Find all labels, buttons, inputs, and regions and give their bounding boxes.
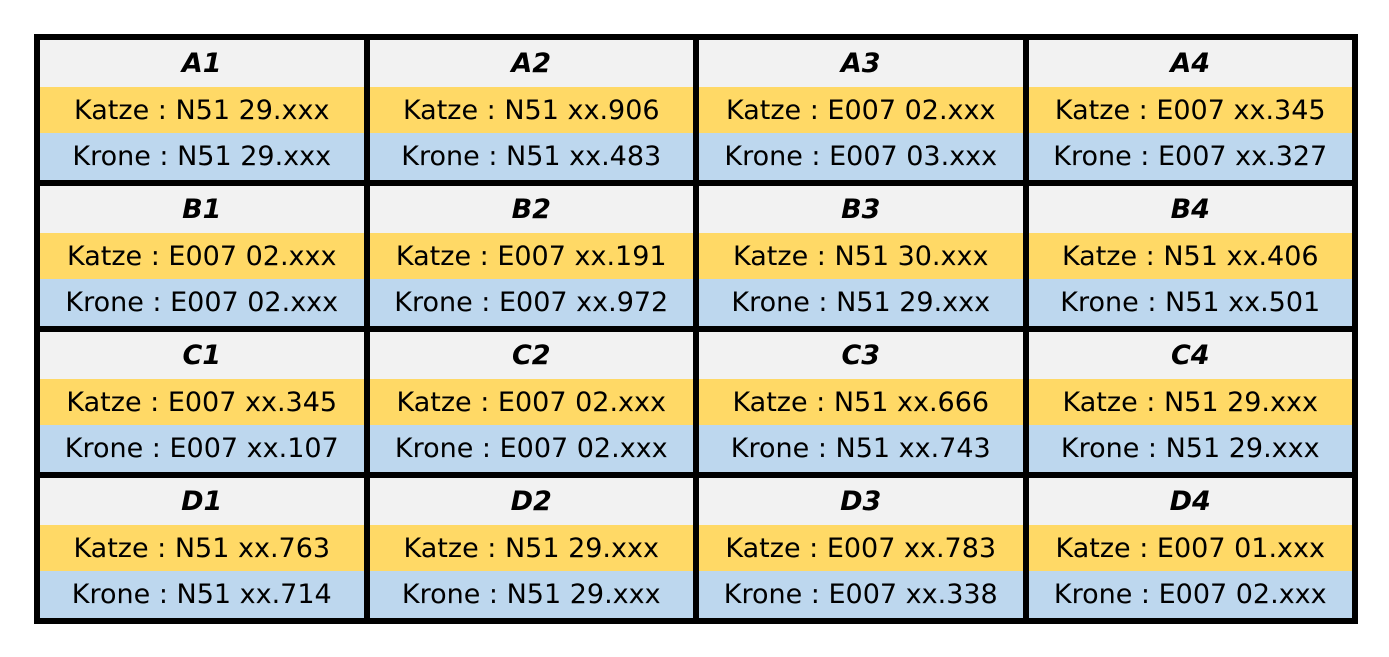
cell-title: C2	[369, 332, 693, 379]
katze-coordinate: Katze : N51 xx.906	[369, 86, 693, 134]
cell-title: D4	[1028, 478, 1352, 525]
cell-b2: B2 Katze : E007 xx.191 Krone : E007 xx.9…	[369, 186, 693, 326]
katze-coordinate: Katze : N51 29.xxx	[1028, 378, 1352, 426]
cell-title: C3	[699, 332, 1023, 379]
cell-title: A1	[40, 40, 364, 87]
cell-title: B3	[699, 186, 1023, 233]
katze-coordinate: Katze : N51 xx.666	[699, 378, 1023, 426]
cell-b4: B4 Katze : N51 xx.406 Krone : N51 xx.501	[1028, 186, 1352, 326]
cell-title: A4	[1028, 40, 1352, 87]
coordinate-table: A1 Katze : N51 29.xxx Krone : N51 29.xxx…	[34, 34, 1358, 624]
katze-coordinate: Katze : E007 02.xxx	[40, 232, 364, 280]
cell-d3: D3 Katze : E007 xx.783 Krone : E007 xx.3…	[699, 478, 1023, 618]
krone-coordinate: Krone : E007 02.xxx	[40, 279, 364, 326]
katze-coordinate: Katze : E007 xx.191	[369, 232, 693, 280]
katze-coordinate: Katze : N51 29.xxx	[40, 86, 364, 134]
krone-coordinate: Krone : E007 xx.338	[699, 571, 1023, 618]
cell-c4: C4 Katze : N51 29.xxx Krone : N51 29.xxx	[1028, 332, 1352, 472]
cell-d2: D2 Katze : N51 29.xxx Krone : N51 29.xxx	[369, 478, 693, 618]
krone-coordinate: Krone : N51 29.xxx	[1028, 425, 1352, 472]
cell-a4: A4 Katze : E007 xx.345 Krone : E007 xx.3…	[1028, 40, 1352, 180]
cell-title: D2	[369, 478, 693, 525]
cell-c2: C2 Katze : E007 02.xxx Krone : E007 02.x…	[369, 332, 693, 472]
cell-a3: A3 Katze : E007 02.xxx Krone : E007 03.x…	[699, 40, 1023, 180]
coordinate-grid: A1 Katze : N51 29.xxx Krone : N51 29.xxx…	[40, 40, 1352, 618]
katze-coordinate: Katze : E007 02.xxx	[369, 378, 693, 426]
cell-title: C4	[1028, 332, 1352, 379]
krone-coordinate: Krone : N51 29.xxx	[699, 279, 1023, 326]
katze-coordinate: Katze : N51 30.xxx	[699, 232, 1023, 280]
katze-coordinate: Katze : E007 xx.783	[699, 524, 1023, 572]
cell-title: B4	[1028, 186, 1352, 233]
katze-coordinate: Katze : E007 01.xxx	[1028, 524, 1352, 572]
cell-title: D3	[699, 478, 1023, 525]
katze-coordinate: Katze : E007 xx.345	[40, 378, 364, 426]
krone-coordinate: Krone : N51 xx.714	[40, 571, 364, 618]
krone-coordinate: Krone : E007 02.xxx	[1028, 571, 1352, 618]
krone-coordinate: Krone : N51 xx.483	[369, 133, 693, 180]
cell-d1: D1 Katze : N51 xx.763 Krone : N51 xx.714	[40, 478, 364, 618]
cell-d4: D4 Katze : E007 01.xxx Krone : E007 02.x…	[1028, 478, 1352, 618]
krone-coordinate: Krone : E007 02.xxx	[369, 425, 693, 472]
cell-title: B2	[369, 186, 693, 233]
krone-coordinate: Krone : E007 xx.972	[369, 279, 693, 326]
krone-coordinate: Krone : N51 29.xxx	[40, 133, 364, 180]
katze-coordinate: Katze : E007 02.xxx	[699, 86, 1023, 134]
krone-coordinate: Krone : N51 29.xxx	[369, 571, 693, 618]
cell-title: A3	[699, 40, 1023, 87]
krone-coordinate: Krone : E007 03.xxx	[699, 133, 1023, 180]
katze-coordinate: Katze : N51 xx.406	[1028, 232, 1352, 280]
cell-title: B1	[40, 186, 364, 233]
krone-coordinate: Krone : E007 xx.327	[1028, 133, 1352, 180]
cell-c3: C3 Katze : N51 xx.666 Krone : N51 xx.743	[699, 332, 1023, 472]
cell-a2: A2 Katze : N51 xx.906 Krone : N51 xx.483	[369, 40, 693, 180]
cell-title: D1	[40, 478, 364, 525]
cell-title: C1	[40, 332, 364, 379]
krone-coordinate: Krone : N51 xx.743	[699, 425, 1023, 472]
cell-c1: C1 Katze : E007 xx.345 Krone : E007 xx.1…	[40, 332, 364, 472]
krone-coordinate: Krone : N51 xx.501	[1028, 279, 1352, 326]
cell-b1: B1 Katze : E007 02.xxx Krone : E007 02.x…	[40, 186, 364, 326]
cell-title: A2	[369, 40, 693, 87]
cell-a1: A1 Katze : N51 29.xxx Krone : N51 29.xxx	[40, 40, 364, 180]
katze-coordinate: Katze : N51 29.xxx	[369, 524, 693, 572]
katze-coordinate: Katze : E007 xx.345	[1028, 86, 1352, 134]
cell-b3: B3 Katze : N51 30.xxx Krone : N51 29.xxx	[699, 186, 1023, 326]
katze-coordinate: Katze : N51 xx.763	[40, 524, 364, 572]
krone-coordinate: Krone : E007 xx.107	[40, 425, 364, 472]
